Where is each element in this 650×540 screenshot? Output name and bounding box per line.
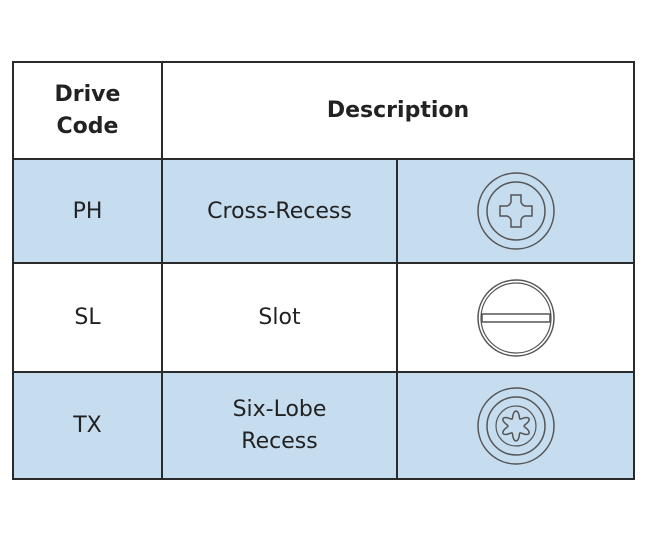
header-cell: Drive Code [12, 61, 163, 160]
icon-cell [395, 262, 636, 373]
header-text: Drive Code [54, 81, 121, 139]
six-lobe-icon [476, 386, 555, 465]
row: PH Cross-Recess [12, 158, 636, 264]
slot-icon [476, 278, 555, 357]
description-cell: Cross-Recess [161, 158, 398, 264]
code-cell: TX [12, 371, 163, 480]
header-row: Drive Code Description [12, 61, 636, 160]
header-cell: Description [160, 61, 636, 160]
icon-cell [395, 371, 636, 480]
code-cell: PH [12, 158, 163, 264]
header-text: Description [326, 98, 470, 123]
drive-table: Drive Code Description PH Cross-Recess S… [12, 61, 636, 480]
description-cell: Slot [161, 262, 398, 373]
description-cell: Six-Lobe Recess [161, 371, 398, 480]
icon-cell [395, 158, 636, 264]
code-cell: SL [12, 262, 163, 373]
row: TX Six-Lobe Recess [12, 371, 636, 480]
description-text: Six-Lobe Recess [232, 396, 327, 454]
cross-recess-icon [476, 172, 555, 250]
row: SL Slot [12, 262, 636, 373]
